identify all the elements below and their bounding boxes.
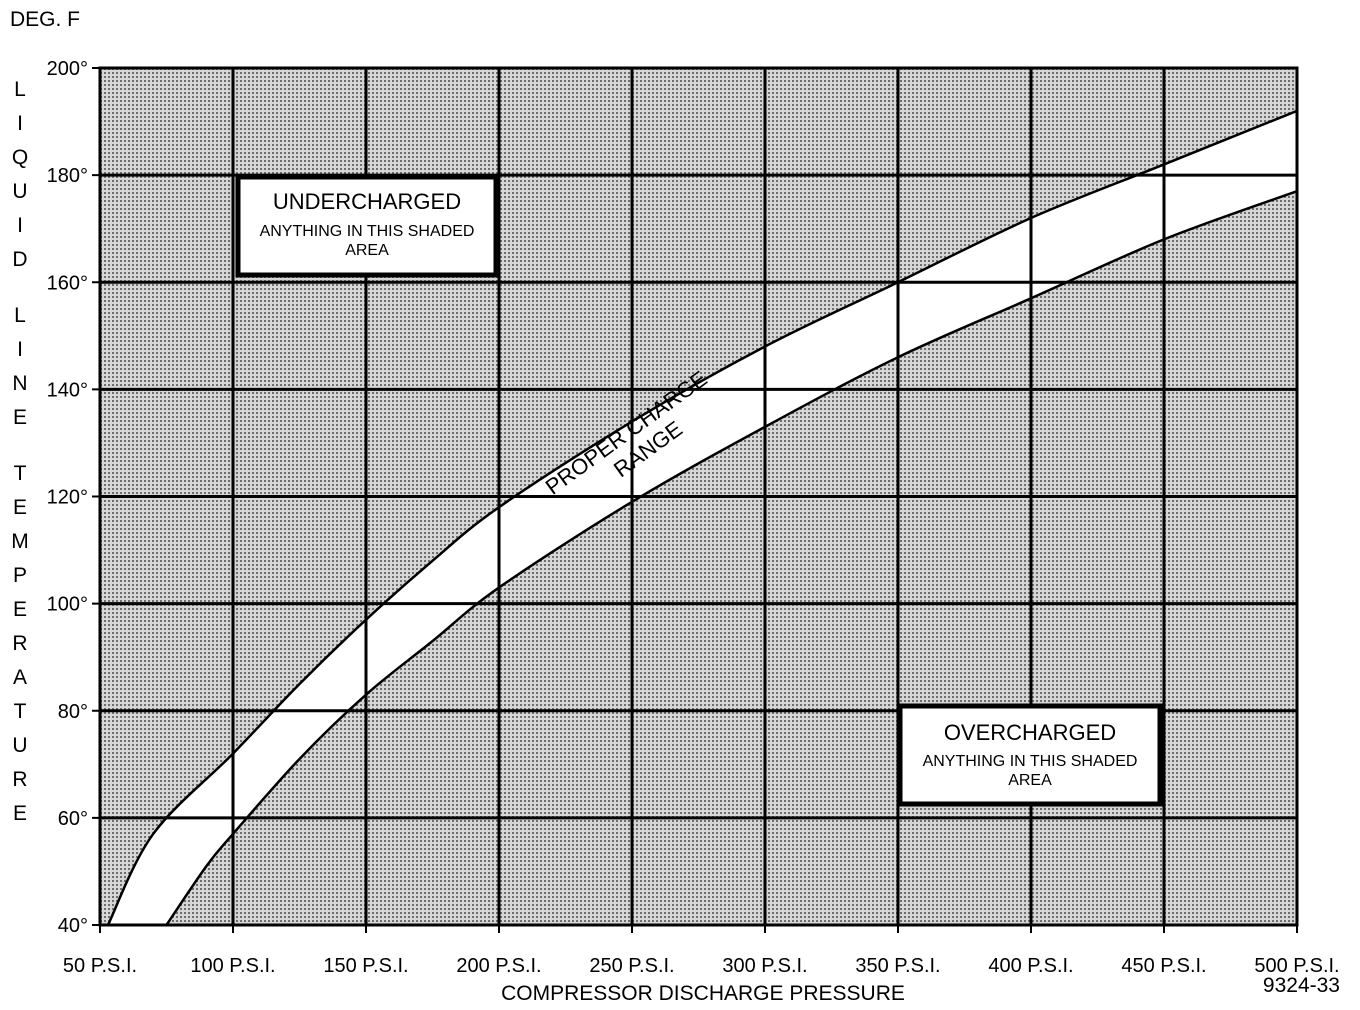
y-tick-label-1: 60° [58, 808, 88, 830]
overcharged-title: OVERCHARGED [944, 720, 1116, 745]
y-tick-label-5: 140° [47, 379, 88, 401]
overcharged-text: ANYTHING IN THIS SHADED AREA [922, 753, 1138, 789]
x-tick-label-1: 100 P.S.I. [190, 955, 275, 977]
x-tick-label-9: 500 P.S.I. [1254, 955, 1339, 977]
y-tick-label-4: 120° [47, 487, 88, 509]
x-tick-label-2: 150 P.S.I. [323, 955, 408, 977]
undercharged-box: UNDERCHARGED ANYTHING IN THIS SHADED ARE… [235, 174, 499, 278]
x-tick-label-8: 450 P.S.I. [1121, 955, 1206, 977]
x-tick-label-7: 400 P.S.I. [988, 955, 1073, 977]
y-tick-label-2: 80° [58, 701, 88, 723]
undercharged-title: UNDERCHARGED [273, 189, 461, 214]
x-tick-label-5: 300 P.S.I. [722, 955, 807, 977]
x-axis-title: COMPRESSOR DISCHARGE PRESSURE [501, 982, 905, 1005]
y-tick-label-3: 100° [47, 594, 88, 616]
y-tick-label-8: 200° [47, 58, 88, 80]
proper-charge-band [107, 110, 1297, 925]
x-tick-label-4: 250 P.S.I. [589, 955, 674, 977]
x-tick-label-0: 50 P.S.I. [63, 955, 137, 977]
lower-boundary-curve [165, 190, 1297, 925]
y-tick-label-7: 180° [47, 165, 88, 187]
x-tick-label-6: 350 P.S.I. [855, 955, 940, 977]
unit-label: DEG. F [10, 8, 80, 31]
y-tick-label-0: 40° [58, 915, 88, 937]
figure-id: 9324-33 [1263, 974, 1340, 997]
x-axis-ticks: 50 P.S.I. 100 P.S.I. 150 P.S.I. 200 P.S.I. 2… [63, 925, 1340, 977]
x-tick-label-3: 200 P.S.I. [456, 955, 541, 977]
y-tick-label-6: 160° [47, 272, 88, 294]
overcharged-box: OVERCHARGED ANYTHING IN THIS SHADED AREA [897, 703, 1163, 807]
y-axis-ticks: 40° 60° 80° 100° 120° 140° 160° 180° 200° [47, 58, 100, 937]
upper-boundary-curve [106, 109, 1297, 925]
undercharged-text: ANYTHING IN THIS SHADED AREA [259, 223, 475, 259]
